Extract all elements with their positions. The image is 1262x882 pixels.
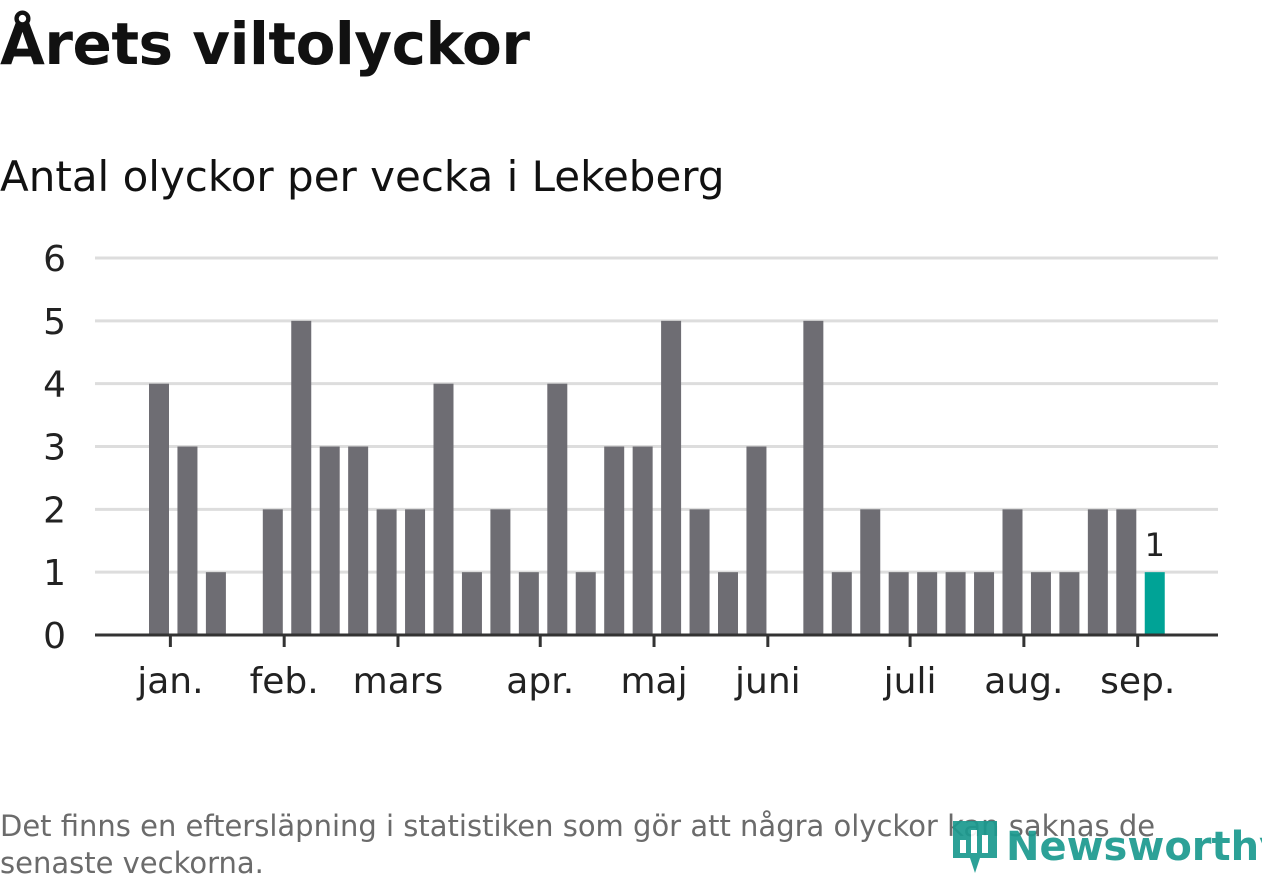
bar [518,572,539,635]
bar [888,572,909,635]
bar [718,572,738,635]
bar [661,320,682,635]
x-tick-label: apr. [506,661,574,702]
chart-subtitle: Antal olyckor per vecka i Lekeberg [0,152,725,201]
x-tick-label: mars [353,661,444,702]
x-tick-label: maj [620,661,687,702]
bar [632,446,653,635]
y-tick-label: 6 [43,239,66,280]
bar [917,572,938,635]
x-tick-label: jan. [136,661,203,702]
bar [376,509,397,635]
bar [177,446,198,635]
bar [1002,509,1023,635]
bar-highlight [1144,572,1165,635]
bar-chart-logo-icon [953,821,997,873]
bar [547,383,568,635]
bar-value-label: 1 [1145,526,1165,564]
x-tick-label: aug. [984,661,1063,702]
y-tick-label: 1 [43,553,66,594]
bars: 1 [149,320,1165,635]
y-tick-label: 4 [43,365,66,406]
bar [1030,572,1051,635]
bar-chart: 0 1 2 3 4 5 6 1 jan. feb. mars apr. maj juni juli aug… [43,239,1218,702]
x-tick-label: juli [883,661,937,702]
bar [689,509,710,635]
bar [461,572,482,635]
bar [860,509,881,635]
bar [149,383,169,635]
y-tick-label: 0 [43,616,66,657]
x-tick-label: sep. [1100,661,1175,702]
bar [490,509,511,635]
bar [945,572,966,635]
x-tick-label: juni [734,661,801,702]
y-tick-label: 3 [43,428,66,469]
y-tick-label: 5 [43,302,66,343]
bar [319,446,340,635]
chart-title: Årets viltolyckor [0,10,530,78]
bar [1116,509,1137,635]
bar [1087,509,1108,635]
bar [291,320,312,635]
bar [803,320,824,635]
bar [746,446,767,635]
bar [262,509,283,635]
bar [974,572,995,635]
bar [348,446,369,635]
x-axis-ticks: jan. feb. mars apr. maj juni juli aug. sep. [136,635,1175,702]
bar [405,509,426,635]
newsworthy-logo: Newsworthy [950,818,1262,876]
y-tick-label: 2 [43,490,66,531]
bar [1059,572,1080,635]
x-tick-label: feb. [250,661,319,702]
bar [205,572,226,635]
bar [604,446,625,635]
bar [433,383,454,635]
y-axis-ticks: 0 1 2 3 4 5 6 [43,239,66,657]
logo-text: Newsworthy [1006,824,1262,870]
bar [575,572,596,635]
bar [831,572,852,635]
